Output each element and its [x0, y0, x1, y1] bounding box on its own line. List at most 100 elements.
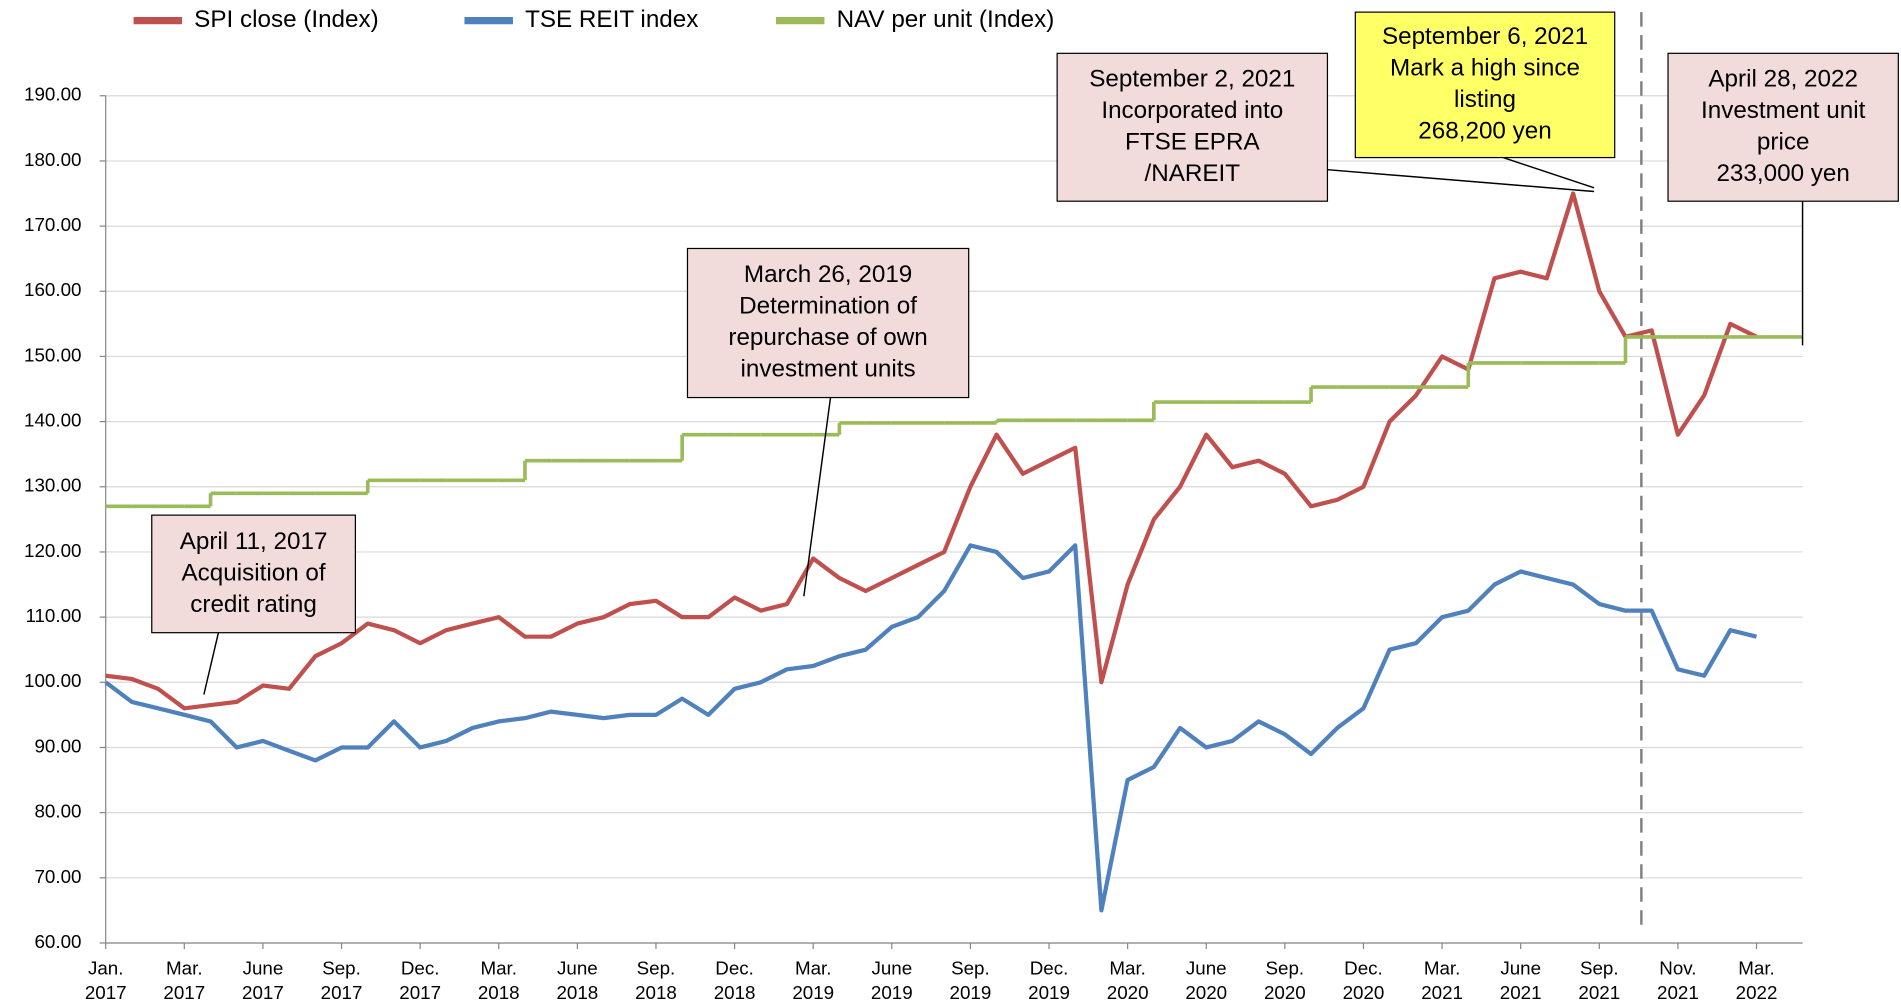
annotation-text: September 6, 2021 [1382, 23, 1588, 50]
y-tick-label: 60.00 [34, 931, 81, 952]
annotation-text: credit rating [190, 591, 317, 618]
x-tick-line: 2021 [1578, 982, 1620, 1003]
x-tick-line: 2017 [399, 982, 441, 1003]
x-tick-line: 2017 [85, 982, 127, 1003]
x-tick-line: Sep. [1580, 958, 1619, 979]
x-tick-line: Sep. [1266, 958, 1305, 979]
x-tick-line: Dec. [1030, 958, 1069, 979]
x-tick-line: Sep. [322, 958, 361, 979]
leader-line [1327, 168, 1595, 193]
x-tick-label: Sep. 2021 [1578, 958, 1620, 1003]
x-tick-label: Sep. 2019 [950, 958, 992, 1003]
leader-line [203, 632, 220, 695]
y-tick-label: 90.00 [34, 735, 81, 756]
annotations: April 11, 2017 Acquisition of credit ratin… [151, 11, 1899, 695]
x-tick-label: June 2017 [242, 958, 284, 1003]
x-tick-label: Mar. 2017 [163, 958, 205, 1003]
y-tick-label: 180.00 [24, 149, 81, 170]
x-tick-line: Mar. [1109, 958, 1146, 979]
x-tick-line: Sep. [637, 958, 676, 979]
x-tick-label: Nov. 2021 [1657, 958, 1699, 1003]
legend-label: TSE REIT index [525, 6, 698, 33]
x-tick-label: June 2018 [556, 958, 598, 1003]
y-tick-label: 150.00 [24, 344, 81, 365]
annotation-text: April 11, 2017 [180, 528, 328, 555]
x-tick-line: June [1500, 958, 1541, 979]
annotation-text: September 2, 2021 [1089, 65, 1295, 92]
y-tick-label: 170.00 [24, 214, 81, 235]
x-tick-label: June 2020 [1185, 958, 1227, 1003]
annotation-text: price [1757, 128, 1810, 155]
x-tick-label: Sep. 2017 [321, 958, 363, 1003]
annotation-box [1667, 52, 1899, 202]
annotation-box [1354, 11, 1616, 159]
x-tick-line: Mar. [1738, 958, 1774, 979]
x-tick-line: 2019 [871, 982, 913, 1003]
annotation-text: Investment unit [1701, 97, 1866, 124]
y-tick-label: 70.00 [34, 866, 81, 887]
x-tick-line: 2019 [792, 982, 834, 1003]
x-tick-label: Mar. 2021 [1421, 958, 1463, 1003]
y-tick-label: 100.00 [24, 670, 81, 691]
x-tick-line: 2019 [1028, 982, 1070, 1003]
y-tick-label: 190.00 [24, 84, 81, 105]
annotation-box [686, 247, 970, 399]
x-tick-line: Mar. [1424, 958, 1460, 979]
x-tick-line: Dec. [715, 958, 754, 979]
y-tick-label: 160.00 [24, 279, 81, 300]
x-tick-label: June 2021 [1500, 958, 1542, 1003]
x-tick-line: Mar. [795, 958, 832, 979]
annotation-text: repurchase of own [728, 324, 927, 351]
x-tick-line: 2021 [1657, 982, 1699, 1003]
x-tick-line: 2022 [1736, 982, 1778, 1003]
x-tick-line: June [243, 958, 284, 979]
x-tick-line: 2017 [321, 982, 363, 1003]
x-tick-line: 2018 [714, 982, 756, 1003]
x-tick-line: Mar. [166, 958, 203, 979]
x-tick-label: Mar. 2022 [1736, 958, 1778, 1003]
x-tick-label: Mar. 2018 [478, 958, 520, 1003]
legend: SPI close (Index) TSE REIT index NAV per u… [133, 6, 1055, 33]
leader-line [1502, 156, 1595, 189]
x-tick-line: Dec. [401, 958, 440, 979]
x-tick-label: Sep. 2018 [635, 958, 677, 1003]
x-tick-line: 2021 [1421, 982, 1463, 1003]
x-tick-line: Dec. [1344, 958, 1383, 979]
x-tick-line: Jan. [88, 958, 123, 979]
leader-line [803, 397, 832, 597]
x-tick-line: Sep. [951, 958, 990, 979]
y-tick-label: 110.00 [25, 605, 81, 626]
x-tick-line: Nov. [1659, 958, 1696, 979]
x-tick-label: Dec. 2017 [399, 958, 441, 1003]
annotation-text: 233,000 yen [1716, 160, 1849, 187]
annotation-text: /NAREIT [1144, 160, 1240, 187]
y-tick-label: 120.00 [24, 540, 81, 561]
y-tick-label: 80.00 [34, 801, 81, 822]
x-tick-label: June 2019 [871, 958, 913, 1003]
annotation-box [151, 514, 356, 634]
x-tick-line: 2020 [1185, 982, 1227, 1003]
annotation-text: FTSE EPRA [1125, 128, 1260, 155]
annotation-text: March 26, 2019 [744, 261, 912, 288]
annotation-text: listing [1454, 86, 1516, 113]
y-tick-label: 140.00 [24, 410, 81, 431]
x-tick-line: June [1186, 958, 1227, 979]
legend-label: NAV per unit (Index) [837, 6, 1055, 33]
x-tick-line: 2020 [1264, 982, 1306, 1003]
x-tick-line: 2021 [1500, 982, 1542, 1003]
x-tick-line: 2020 [1107, 982, 1149, 1003]
annotation-text: investment units [741, 356, 916, 383]
annotation-text: Incorporated into [1101, 97, 1283, 124]
x-tick-label: Dec. 2019 [1028, 958, 1070, 1003]
x-tick-line: 2019 [950, 982, 992, 1003]
x-tick-line: 2018 [556, 982, 598, 1003]
series-line [105, 191, 1758, 711]
x-tick-line: 2017 [242, 982, 284, 1003]
x-tick-line: 2018 [635, 982, 677, 1003]
x-tick-label: Jan. 2017 [85, 958, 127, 1003]
x-tick-label: Dec. 2018 [714, 958, 756, 1003]
annotation-text: April 28, 2022 [1708, 65, 1858, 92]
plot-area [104, 191, 1803, 913]
x-tick-label: Mar. 2019 [792, 958, 834, 1003]
